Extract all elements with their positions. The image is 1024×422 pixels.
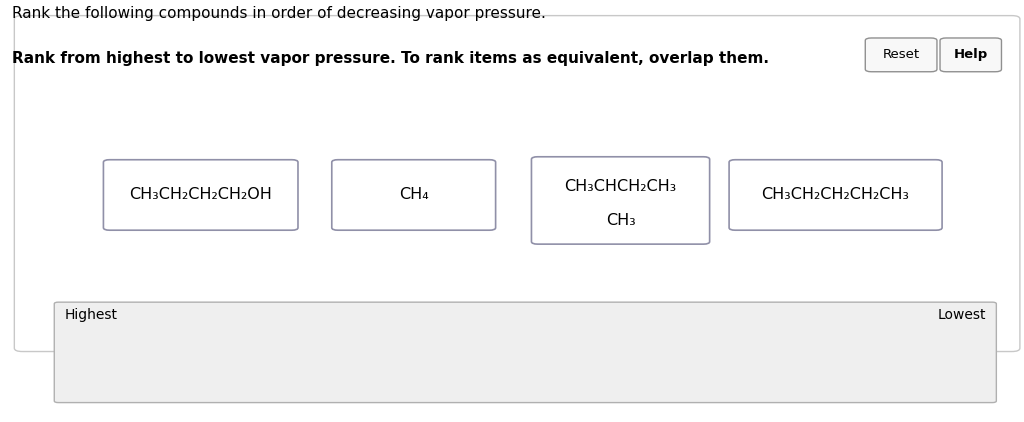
Text: Rank the following compounds in order of decreasing vapor pressure.: Rank the following compounds in order of… bbox=[12, 6, 546, 22]
FancyBboxPatch shape bbox=[103, 160, 298, 230]
Text: Rank from highest to lowest vapor pressure. To rank items as equivalent, overlap: Rank from highest to lowest vapor pressu… bbox=[12, 51, 769, 66]
FancyBboxPatch shape bbox=[14, 16, 1020, 352]
FancyBboxPatch shape bbox=[865, 38, 937, 72]
Text: CH₃CH₂CH₂CH₂OH: CH₃CH₂CH₂CH₂OH bbox=[129, 187, 272, 203]
Text: Help: Help bbox=[953, 49, 988, 61]
Text: CH₃CH₂CH₂CH₂CH₃: CH₃CH₂CH₂CH₂CH₃ bbox=[762, 187, 909, 203]
FancyBboxPatch shape bbox=[729, 160, 942, 230]
FancyBboxPatch shape bbox=[54, 302, 996, 403]
Text: Reset: Reset bbox=[883, 49, 920, 61]
Text: Highest: Highest bbox=[65, 308, 118, 322]
Text: CH₄: CH₄ bbox=[398, 187, 429, 203]
FancyBboxPatch shape bbox=[531, 157, 710, 244]
FancyBboxPatch shape bbox=[332, 160, 496, 230]
Text: Lowest: Lowest bbox=[938, 308, 986, 322]
FancyBboxPatch shape bbox=[940, 38, 1001, 72]
Text: CH₃: CH₃ bbox=[605, 213, 636, 228]
Text: CH₃CHCH₂CH₃: CH₃CHCH₂CH₃ bbox=[564, 179, 677, 195]
